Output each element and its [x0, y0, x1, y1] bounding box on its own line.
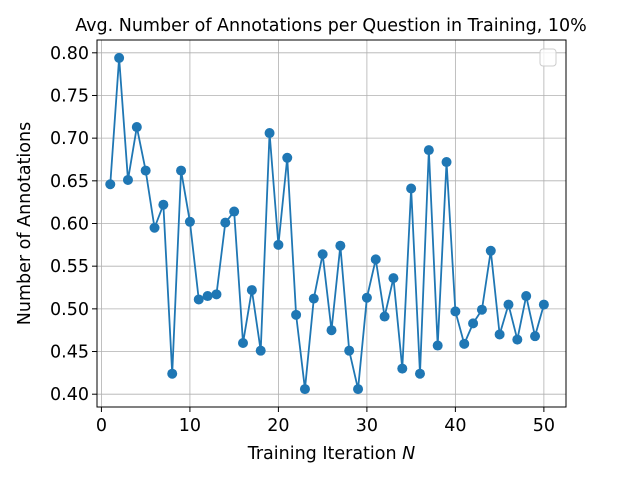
data-point: [335, 240, 346, 251]
data-point: [344, 345, 355, 356]
data-point: [317, 249, 328, 260]
data-point: [361, 292, 372, 303]
data-point: [459, 338, 470, 349]
data-point: [149, 222, 160, 233]
x-axis-label: Training Iteration N: [247, 444, 416, 464]
y-tick-label: 0.80: [50, 44, 89, 64]
y-tick-label: 0.50: [50, 300, 89, 320]
x-tick-label: 0: [96, 416, 107, 436]
data-point: [538, 299, 549, 310]
data-point: [521, 291, 532, 302]
x-tick-label: 40: [444, 416, 466, 436]
data-point: [202, 291, 213, 302]
axis-ticks: 0 10 20 30 40 50 0.40 0.45 0.50 0.55 0.60 0.65 0.70 0…: [50, 44, 555, 436]
data-point: [255, 345, 266, 356]
data-point: [158, 199, 169, 210]
data-point: [291, 309, 302, 320]
x-tick-label: 50: [533, 416, 555, 436]
data-point: [406, 183, 417, 194]
data-point: [167, 368, 178, 379]
data-point: [441, 157, 452, 168]
x-tick-label: 10: [179, 416, 201, 436]
x-tick-label: 20: [267, 416, 289, 436]
chart-title: Avg. Number of Annotations per Question …: [75, 16, 587, 36]
data-point: [299, 384, 310, 395]
data-point: [530, 331, 541, 342]
y-tick-label: 0.45: [50, 343, 89, 363]
data-point: [246, 285, 257, 296]
data-point: [308, 293, 319, 304]
data-point: [485, 245, 496, 256]
data-point: [184, 216, 195, 227]
x-tick-label: 30: [356, 416, 378, 436]
data-point: [220, 217, 231, 228]
data-point: [397, 363, 408, 374]
data-point: [512, 334, 523, 345]
series-layer: [105, 52, 549, 395]
data-point: [379, 311, 390, 322]
data-point: [414, 368, 425, 379]
y-tick-label: 0.65: [50, 172, 89, 192]
data-point: [450, 306, 461, 317]
data-point: [468, 318, 479, 329]
data-point: [370, 254, 381, 265]
data-point: [140, 165, 151, 176]
data-point: [264, 128, 275, 139]
data-point: [122, 174, 133, 185]
data-point: [114, 52, 125, 63]
x-axis-label-variable: N: [402, 444, 415, 464]
y-tick-label: 0.40: [50, 385, 89, 405]
data-point: [193, 294, 204, 305]
data-point: [476, 304, 487, 315]
data-point: [229, 206, 240, 217]
data-point: [503, 299, 514, 310]
y-tick-label: 0.75: [50, 86, 89, 106]
data-point: [388, 273, 399, 284]
legend-box: [539, 48, 557, 67]
data-point: [282, 152, 293, 163]
y-axis-label: Number of Annotations: [15, 122, 35, 325]
y-tick-label: 0.55: [50, 257, 89, 277]
data-point: [423, 145, 434, 156]
data-point: [273, 239, 284, 250]
data-point: [105, 179, 116, 190]
y-tick-label: 0.60: [50, 215, 89, 235]
data-point: [176, 165, 187, 176]
data-point: [211, 289, 222, 300]
y-tick-label: 0.70: [50, 129, 89, 149]
data-point: [326, 325, 337, 336]
data-point: [432, 340, 443, 351]
data-point: [353, 384, 364, 395]
data-point: [131, 122, 142, 133]
x-axis-label-text: Training Iteration: [247, 444, 402, 464]
data-point: [494, 329, 505, 340]
data-point: [238, 337, 249, 348]
